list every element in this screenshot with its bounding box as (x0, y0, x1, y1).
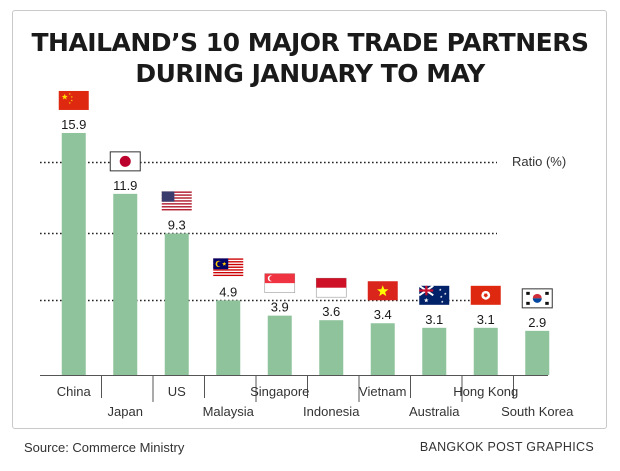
vietnam-flag-icon (367, 281, 398, 301)
south-korea-flag-icon (521, 288, 553, 309)
flag-star (70, 99, 73, 102)
flag-stripe (161, 208, 192, 211)
graphics-credit: BANGKOK POST GRAPHICS (419, 440, 594, 454)
value-label: 15.9 (61, 117, 86, 132)
bar-malaysia (216, 300, 241, 375)
flag-stripe (213, 274, 244, 277)
flag-stripe (161, 191, 192, 193)
flag-top (316, 278, 347, 288)
flag-stripe (161, 194, 192, 196)
flag-petal (487, 291, 491, 297)
flag-star (222, 261, 227, 266)
flag-stripe (161, 203, 192, 205)
singapore-flag-icon (264, 273, 296, 293)
indonesia-flag-icon (315, 277, 347, 298)
flag-star (439, 295, 443, 298)
flag-layer (58, 90, 553, 309)
flag-stripe (161, 197, 192, 199)
flag-top (264, 273, 295, 284)
bar-hong-kong (473, 327, 498, 375)
chart-frame (12, 10, 607, 429)
x-tick-label: Australia (409, 404, 460, 419)
value-label: 3.9 (271, 300, 289, 315)
hong-kong-flag-icon (470, 285, 501, 305)
value-label: 3.1 (477, 312, 495, 327)
bar-us (164, 233, 189, 375)
bar-singapore (267, 315, 292, 375)
flag-trigram (526, 291, 530, 295)
bar-indonesia (319, 320, 344, 375)
x-tick-label: Japan (108, 404, 143, 419)
flag-crescent-cut (217, 261, 223, 267)
bar-japan (113, 193, 138, 375)
flag-star (68, 92, 71, 95)
flag-petal (483, 291, 489, 294)
flag-disc (119, 155, 131, 167)
x-tick-label: South Korea (501, 404, 574, 419)
x-tick-label: Hong Kong (453, 384, 518, 399)
flag-star (70, 95, 73, 98)
japan-flag-icon (109, 151, 141, 172)
y-axis-label: Ratio (%) (512, 154, 566, 169)
bar-australia (422, 327, 447, 375)
bar-vietnam (370, 323, 395, 375)
x-tick-label: Vietnam (359, 384, 406, 399)
bar-south-korea (525, 330, 550, 375)
source-note: Source: Commerce Ministry (24, 440, 185, 455)
flag-stripe (161, 206, 192, 208)
flag-stripe (213, 271, 244, 274)
flag-canton (161, 191, 175, 202)
australia-flag-icon (418, 284, 450, 305)
flag-star (68, 101, 71, 104)
flag-stripe (213, 269, 244, 271)
value-label: 2.9 (528, 315, 546, 330)
label-layer: Ratio (%) 15.9 China 11.9 Japan 9.3 US 4.9 Malay… (57, 117, 574, 419)
malaysia-flag-icon (213, 258, 244, 277)
value-label: 3.4 (374, 307, 392, 322)
chart-subtitle: DURING JANUARY TO MAY (135, 59, 485, 88)
flag-trigram (545, 301, 549, 305)
flag-star (61, 93, 68, 100)
flag-trigram (526, 301, 530, 305)
x-tick-label: US (168, 384, 186, 399)
flag-trigram (545, 291, 549, 295)
chart-title: THAILAND’S 10 MAJOR TRADE PARTNERS (31, 28, 589, 57)
x-tick-label: Malaysia (203, 404, 255, 419)
flag-petal (481, 295, 487, 300)
value-label: 3.1 (425, 312, 443, 327)
x-tick-label: China (57, 384, 92, 399)
flag-star (440, 300, 444, 303)
flag-petal (485, 295, 490, 300)
flag-star (377, 285, 389, 297)
value-label: 3.6 (322, 304, 340, 319)
axis-layer (40, 375, 548, 402)
flag-field (470, 285, 501, 305)
x-tick-label: Indonesia (303, 404, 360, 419)
flag-petal (481, 291, 485, 297)
flag-field (58, 90, 89, 110)
value-label: 9.3 (168, 217, 186, 232)
flag-crescent-cut (269, 275, 275, 281)
flag-star (443, 292, 447, 295)
value-label: 4.9 (219, 284, 237, 299)
flag-star (438, 288, 442, 291)
flag-taegeuk-top (532, 293, 542, 299)
x-tick-label: Singapore (250, 384, 309, 399)
bar-china (61, 132, 86, 375)
flag-stripe (161, 200, 192, 202)
bar-layer (61, 132, 550, 375)
flag-cross (419, 289, 434, 292)
flag-star (423, 297, 429, 303)
value-label: 11.9 (113, 178, 137, 193)
china-flag-icon (58, 90, 89, 110)
flag-taegeuk-bottom (532, 298, 542, 303)
us-flag-icon (161, 191, 192, 211)
